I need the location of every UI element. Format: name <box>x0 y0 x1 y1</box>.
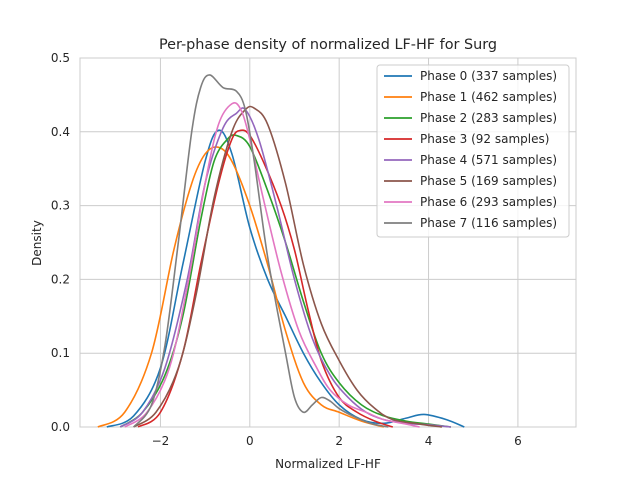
y-tick-label: 0.2 <box>51 272 70 286</box>
x-tick-label: −2 <box>152 434 170 448</box>
series-line-phase-0 <box>106 129 465 428</box>
x-tick-label: 2 <box>335 434 343 448</box>
series-line-phase-7 <box>132 74 389 428</box>
legend: Phase 0 (337 samples) Phase 1 (462 sample… <box>376 64 570 238</box>
legend-label-phase-3: Phase 3 (92 samples) <box>420 132 549 146</box>
y-tick-label: 0.3 <box>51 199 70 213</box>
legend-box <box>376 64 570 238</box>
legend-label-phase-4: Phase 4 (571 samples) <box>420 153 557 167</box>
y-axis-ticks: 0.0 0.1 0.2 0.3 0.4 0.5 <box>51 51 70 434</box>
legend-label-phase-6: Phase 6 (293 samples) <box>420 195 557 209</box>
legend-label-phase-5: Phase 5 (169 samples) <box>420 174 557 188</box>
legend-label-phase-1: Phase 1 (462 samples) <box>420 90 557 104</box>
y-tick-label: 0.0 <box>51 420 70 434</box>
legend-label-phase-2: Phase 2 (283 samples) <box>420 111 557 125</box>
gridlines <box>80 57 576 428</box>
series-line-phase-6 <box>124 102 420 428</box>
x-tick-label: 4 <box>425 434 433 448</box>
legend-label-phase-0: Phase 0 (337 samples) <box>420 69 557 83</box>
chart-title: Per-phase density of normalized LF-HF fo… <box>159 37 497 53</box>
x-tick-label: 6 <box>514 434 522 448</box>
x-axis-ticks: −2 0 2 4 6 <box>152 434 522 448</box>
y-axis-label: Density <box>30 220 44 266</box>
y-tick-label: 0.4 <box>51 125 70 139</box>
legend-items: Phase 0 (337 samples) Phase 1 (462 sample… <box>384 69 557 230</box>
series-lines <box>97 74 465 428</box>
legend-label-phase-7: Phase 7 (116 samples) <box>420 216 557 230</box>
x-tick-label: 0 <box>246 434 254 448</box>
y-tick-label: 0.1 <box>51 346 70 360</box>
series-line-phase-1 <box>97 146 385 428</box>
y-tick-label: 0.5 <box>51 51 70 65</box>
x-axis-label: Normalized LF-HF <box>275 457 381 471</box>
series-line-phase-5 <box>133 105 443 428</box>
